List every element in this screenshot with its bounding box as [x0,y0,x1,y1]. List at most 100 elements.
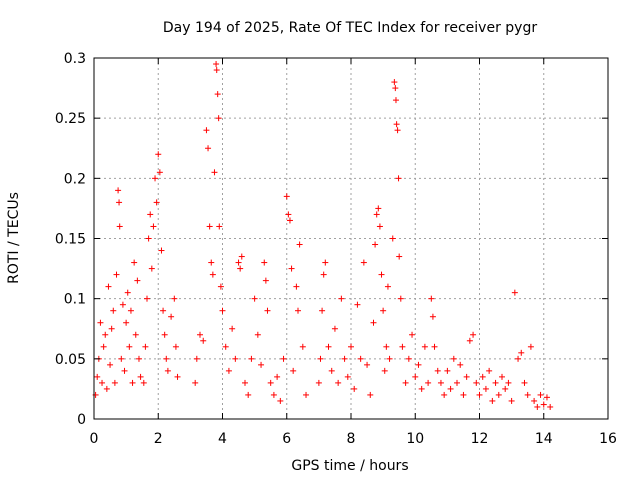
data-point [492,379,499,386]
y-tick-label: 0.2 [64,171,86,187]
data-point [216,223,223,230]
data-point [135,355,142,362]
y-tick-label: 0.15 [55,232,86,248]
data-point [454,379,461,386]
data-point [110,307,117,314]
data-point [160,307,167,314]
data-point [270,391,277,398]
data-point [145,235,152,242]
data-point [264,307,271,314]
data-point [429,313,436,320]
y-tick-label: 0.05 [55,352,86,368]
data-point [161,331,168,338]
data-point [116,199,123,206]
data-point [317,355,324,362]
data-point [107,361,114,368]
data-point [392,85,399,92]
data-point [116,223,123,230]
data-point [296,241,303,248]
data-point [399,343,406,350]
data-point [450,355,457,362]
data-point [142,343,149,350]
data-point [495,391,502,398]
data-point [105,283,112,290]
data-point [267,379,274,386]
data-point [373,211,380,218]
data-point [238,253,245,260]
x-tick-label: 16 [599,431,617,447]
data-point [386,355,393,362]
y-tick-label: 0.25 [55,111,86,127]
data-point [372,241,379,248]
data-point [395,175,402,182]
data-point [192,379,199,386]
data-point [482,385,489,392]
data-point [124,289,131,296]
x-tick-label: 14 [535,431,553,447]
data-point [434,367,441,374]
data-point [213,67,220,74]
data-point [131,259,138,266]
data-point [152,175,159,182]
x-tick-label: 4 [218,431,227,447]
data-point [547,403,554,410]
data-point [288,265,295,272]
data-point [277,397,284,404]
data-point [286,217,293,224]
data-point [261,259,268,266]
data-point [384,283,391,290]
data-point [144,295,151,302]
data-point [397,295,404,302]
data-point [229,325,236,332]
data-point [409,331,416,338]
data-point [132,331,139,338]
data-point [463,373,470,380]
data-point [415,361,422,368]
data-point [137,373,144,380]
data-point [344,373,351,380]
data-point [367,391,374,398]
data-point [473,379,480,386]
data-point [121,367,128,374]
data-point [285,211,292,218]
data-point [248,355,255,362]
data-point [479,373,486,380]
data-point [486,367,493,374]
data-point [425,379,432,386]
data-point [168,313,175,320]
data-point [357,355,364,362]
data-point [235,259,242,266]
data-point [335,379,342,386]
data-point [254,331,261,338]
data-point [294,307,301,314]
data-point [200,337,207,344]
data-point [348,343,354,350]
y-axis-label: ROTI / TECUs [6,192,22,284]
data-point [376,223,383,230]
data-point [325,343,332,350]
data-point [315,379,322,386]
data-point [164,367,171,374]
data-point [460,391,467,398]
data-point [150,223,157,230]
data-point [394,127,401,134]
data-point [428,295,435,302]
x-tick-label: 0 [90,431,99,447]
data-point [338,295,345,302]
data-point [441,391,448,398]
data-point [222,343,229,350]
data-point [214,91,221,98]
data-point [431,343,438,350]
data-point [351,385,358,392]
data-point [508,397,515,404]
data-point [206,223,213,230]
data-point [447,385,454,392]
data-point [147,211,154,218]
data-point [389,235,396,242]
data-point [232,355,239,362]
data-point [225,367,232,374]
data-point [502,385,509,392]
data-point [381,367,388,374]
data-point [518,349,525,356]
